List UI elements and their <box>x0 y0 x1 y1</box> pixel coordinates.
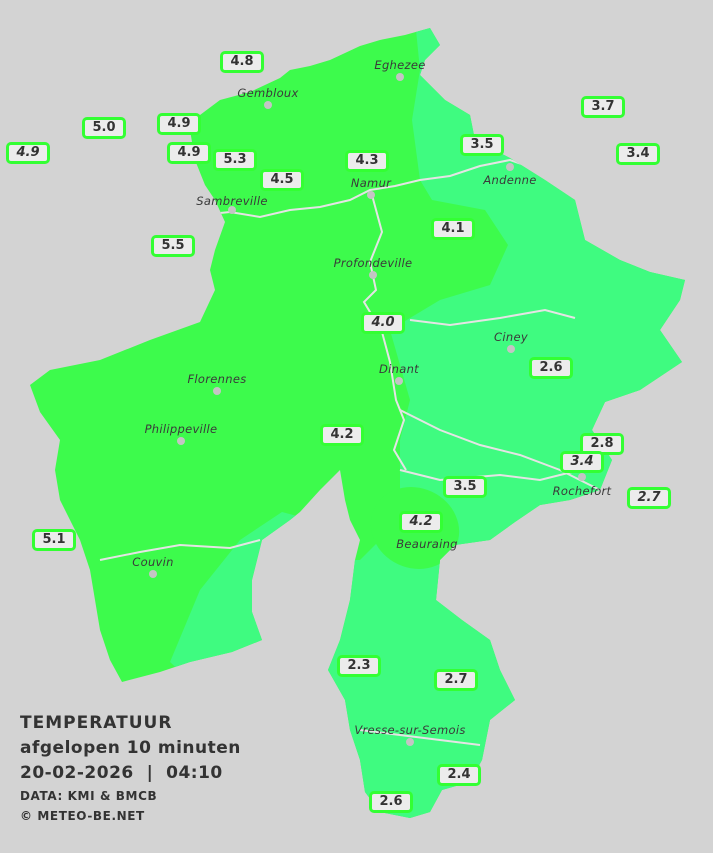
station-temperature-badge: 5.5 <box>151 235 195 257</box>
legend-copyright: © METEO-BE.NET <box>20 809 145 823</box>
station-temperature-badge: 3.5 <box>460 134 504 156</box>
legend-title: TEMPERATUUR <box>20 713 173 733</box>
city-dot <box>396 73 404 81</box>
station-temperature-badge: 4.3 <box>345 150 389 172</box>
city-label: Couvin <box>132 555 174 569</box>
city-label: Andenne <box>483 173 537 187</box>
station-temperature-badge: 2.6 <box>529 357 573 379</box>
city-dot <box>578 473 586 481</box>
station-temperature-badge: 4.8 <box>220 51 264 73</box>
station-temperature-badge: 5.0 <box>82 117 126 139</box>
city-label: Beauraing <box>396 537 458 551</box>
river-viroin <box>99 539 261 561</box>
legend-source: DATA: KMI & BMCB <box>20 789 158 803</box>
station-temperature-badge: 4.9 <box>157 113 201 135</box>
legend-subtitle: afgelopen 10 minuten <box>20 738 241 758</box>
station-temperature-badge: 3.5 <box>443 476 487 498</box>
river-sambre <box>199 158 546 219</box>
station-temperature-badge: 3.4 <box>616 143 660 165</box>
station-temperature-badge: 5.3 <box>213 149 257 171</box>
city-label: Sambreville <box>196 194 268 208</box>
station-temperature-badge: 4.9 <box>6 142 50 164</box>
river-south <box>399 469 581 482</box>
station-temperature-badge: 4.2 <box>399 511 443 533</box>
station-temperature-badge: 3.4 <box>560 451 604 473</box>
station-temperature-badge: 4.5 <box>260 169 304 191</box>
city-dot <box>406 738 414 746</box>
station-temperature-badge: 4.2 <box>320 424 364 446</box>
city-dot <box>228 206 236 214</box>
station-temperature-badge: 2.6 <box>369 791 413 813</box>
station-temperature-badge: 4.9 <box>167 142 211 164</box>
station-temperature-badge: 3.7 <box>581 96 625 118</box>
city-label: Ciney <box>494 330 528 344</box>
city-dot <box>506 163 514 171</box>
city-label: Florennes <box>187 372 247 386</box>
city-label: Rochefort <box>552 484 612 498</box>
city-dot <box>369 271 377 279</box>
station-temperature-badge: 2.7 <box>627 487 671 509</box>
station-temperature-badge: 2.4 <box>437 764 481 786</box>
legend-datetime: 20-02-2026 | 04:10 <box>20 763 223 783</box>
city-label: Vresse-sur-Semois <box>354 723 466 737</box>
station-temperature-badge: 4.1 <box>431 218 475 240</box>
city-dot <box>213 387 221 395</box>
legend: TEMPERATUUR afgelopen 10 minuten 20-02-2… <box>20 711 241 826</box>
city-label: Dinant <box>379 362 419 376</box>
station-temperature-badge: 4.0 <box>361 312 405 334</box>
city-label: Eghezee <box>374 58 426 72</box>
river-eastern <box>409 308 576 327</box>
city-label: Namur <box>350 176 392 190</box>
river-semois <box>359 729 481 746</box>
station-temperature-badge: 5.1 <box>32 529 76 551</box>
city-dot <box>395 377 403 385</box>
city-dot <box>149 570 157 578</box>
station-temperature-badge: 2.3 <box>337 655 381 677</box>
city-label: Gembloux <box>237 86 299 100</box>
city-dot <box>507 345 515 353</box>
city-dot <box>177 437 185 445</box>
city-dot <box>367 191 375 199</box>
city-dot <box>264 101 272 109</box>
station-temperature-badge: 2.7 <box>434 669 478 691</box>
city-label: Profondeville <box>333 256 413 270</box>
city-label: Philippeville <box>144 422 218 436</box>
